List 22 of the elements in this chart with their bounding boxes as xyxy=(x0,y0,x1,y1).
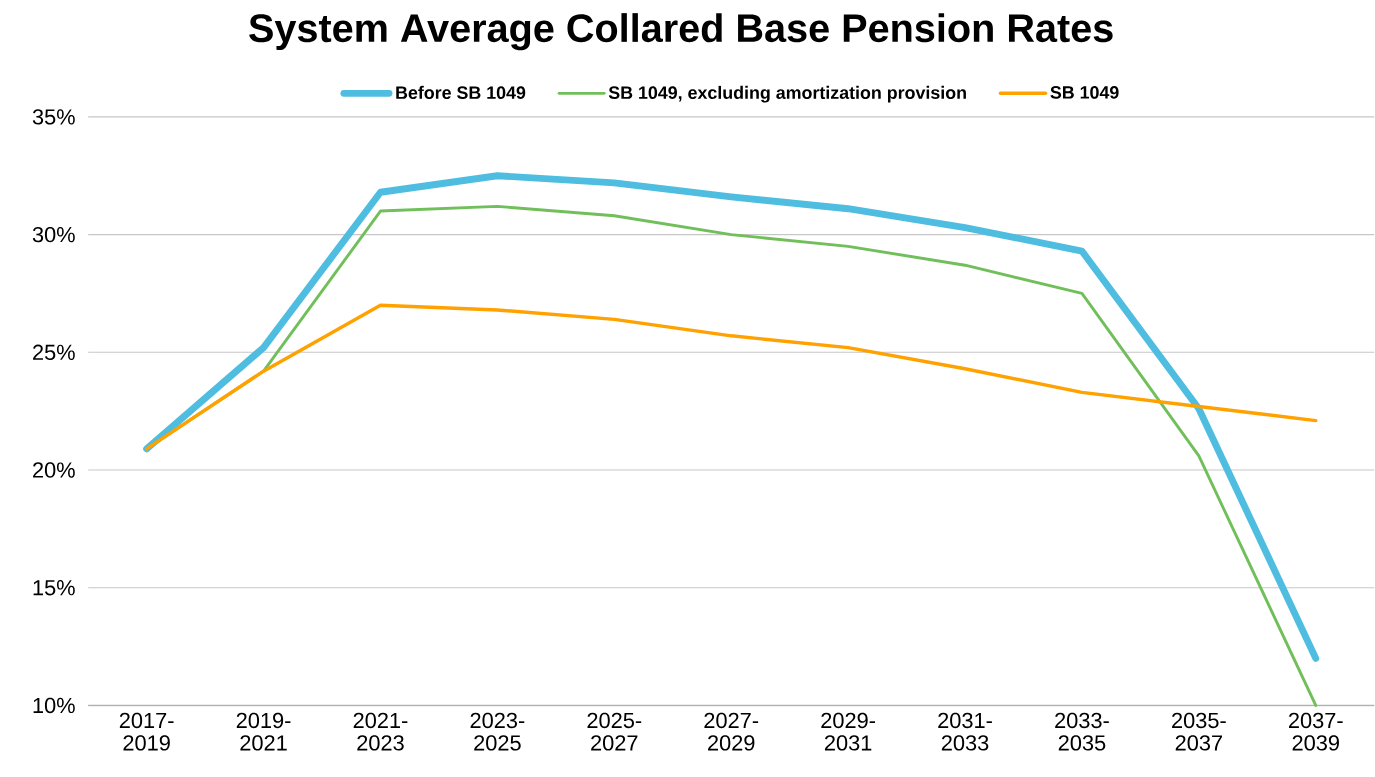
x-tick-label: 2031-2033 xyxy=(938,712,992,751)
x-tick-label: 2035-2037 xyxy=(1172,712,1226,751)
y-tick-label: 30% xyxy=(32,226,75,243)
legend-label: Before SB 1049 xyxy=(396,85,526,100)
chart-title: System Average Collared Base Pension Rates xyxy=(249,13,1113,51)
x-tick-label: 2023-2025 xyxy=(470,712,525,751)
x-tick-label: 2021-2023 xyxy=(353,712,408,751)
line-series xyxy=(144,303,1318,451)
x-tick-label: 2029-2031 xyxy=(821,712,876,751)
x-tick-label: 2017-2019 xyxy=(119,712,174,751)
x-tick-label: 2025-2027 xyxy=(587,712,642,751)
x-tick-label: 2019-2021 xyxy=(236,712,291,751)
x-tick-label: 2033-2035 xyxy=(1055,712,1109,751)
x-tick-label: 2037-2039 xyxy=(1288,712,1343,751)
y-tick-label: 15% xyxy=(33,580,75,596)
legend-label: SB 1049, excluding amortization provision xyxy=(608,85,966,103)
x-tick-label: 2027-2029 xyxy=(704,712,759,751)
y-tick-label: 25% xyxy=(33,344,75,361)
y-tick-label: 10% xyxy=(33,697,75,714)
legend-label: SB 1049 xyxy=(1050,86,1119,99)
y-tick-label: 20% xyxy=(33,462,75,478)
y-tick-label: 35% xyxy=(32,109,75,125)
